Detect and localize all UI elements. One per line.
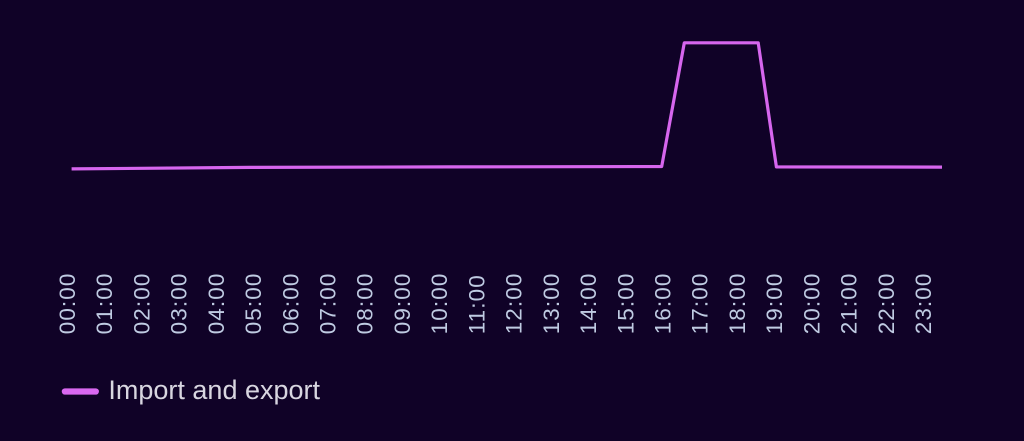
svg-text:18:00: 18:00 [725,272,750,334]
svg-text:10:00: 10:00 [427,272,452,334]
svg-text:04:00: 04:00 [204,272,229,334]
svg-text:06:00: 06:00 [278,272,303,334]
svg-text:19:00: 19:00 [762,272,787,334]
svg-text:20:00: 20:00 [799,272,824,334]
svg-text:11:00: 11:00 [464,274,489,334]
svg-text:17:00: 17:00 [688,272,713,334]
svg-text:01:00: 01:00 [92,272,117,334]
svg-text:16:00: 16:00 [651,272,676,334]
svg-text:Import and export: Import and export [108,375,320,405]
svg-text:14:00: 14:00 [576,272,601,334]
svg-text:12:00: 12:00 [502,272,527,334]
svg-text:21:00: 21:00 [837,272,862,334]
svg-text:05:00: 05:00 [241,272,266,334]
svg-text:09:00: 09:00 [390,272,415,334]
svg-text:03:00: 03:00 [167,272,192,334]
svg-text:13:00: 13:00 [539,272,564,334]
svg-text:00:00: 00:00 [55,272,80,334]
svg-text:02:00: 02:00 [129,272,154,334]
svg-text:22:00: 22:00 [874,272,899,334]
svg-text:15:00: 15:00 [613,272,638,334]
svg-text:08:00: 08:00 [353,272,378,334]
svg-text:07:00: 07:00 [316,272,341,334]
svg-text:23:00: 23:00 [911,272,936,334]
